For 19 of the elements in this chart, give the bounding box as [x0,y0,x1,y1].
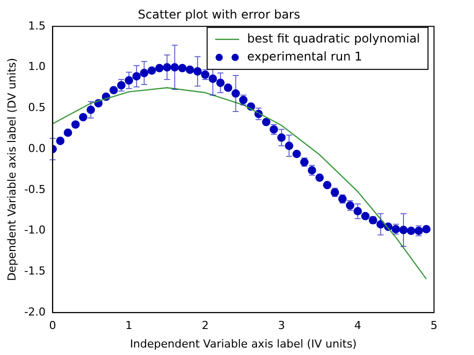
legend-label: experimental run 1 [247,50,362,64]
x-tick-label: 4 [354,319,362,332]
y-tick-label: 0.5 [28,101,46,114]
x-tick-label: 5 [430,319,438,332]
x-tick-label: 2 [202,319,209,332]
x-tick-label: 3 [278,319,285,332]
legend-label: best fit quadratic polynomial [247,32,420,46]
chart-title: Scatter plot with error bars [138,7,300,22]
x-tick-label: 1 [125,319,132,332]
y-tick-label: -2.0 [24,305,46,318]
y-tick-label: 1.0 [28,60,46,74]
y-tick-label: -0.5 [24,182,46,196]
y-tick-label: -1.0 [24,224,46,237]
y-axis-title: Dependent Variable axis label (DV units) [5,58,18,282]
y-tick-label: 0.0 [28,142,46,155]
x-axis-title: Independent Variable axis label (IV units) [130,337,357,350]
y-tick-label: 1.5 [28,19,46,32]
x-tick-label: 0 [49,319,56,332]
y-tick-label: -1.5 [24,264,46,278]
